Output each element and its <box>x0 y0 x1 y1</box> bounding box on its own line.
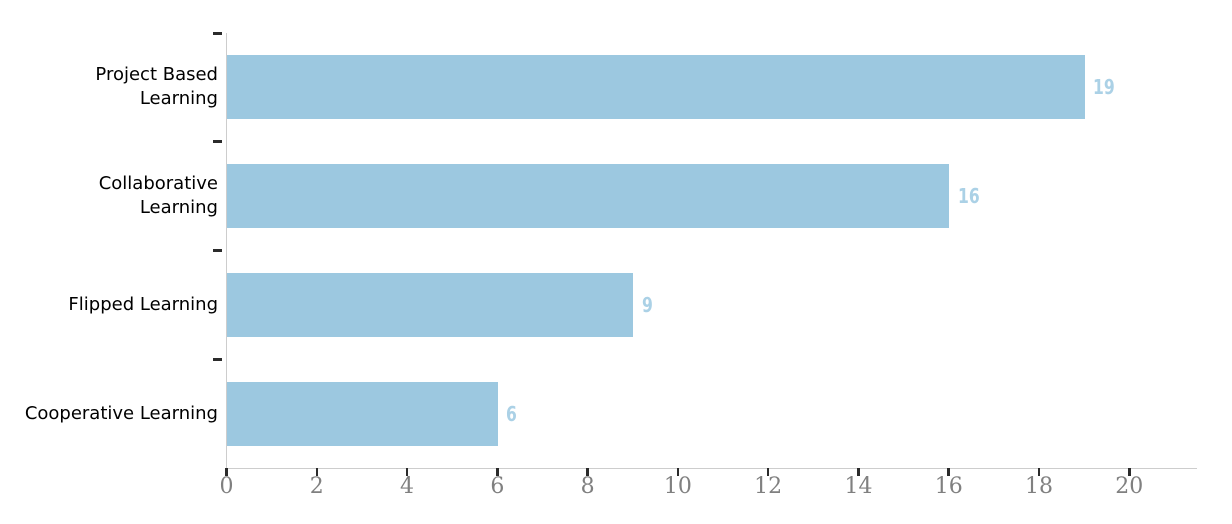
x-axis-tick <box>947 468 950 476</box>
bar-value-label: 6 <box>506 401 518 426</box>
x-tick-label: 20 <box>1115 474 1144 499</box>
x-axis-line <box>225 467 1197 469</box>
x-tick-label: 12 <box>754 474 783 499</box>
bar-value-label: 19 <box>1093 75 1115 100</box>
x-tick-label: 14 <box>844 474 873 499</box>
y-axis-line <box>225 33 227 468</box>
category-label: Collaborative Learning <box>98 173 218 219</box>
x-tick-label: 2 <box>309 474 324 499</box>
x-tick-label: 4 <box>400 474 415 499</box>
x-axis-tick <box>405 468 409 476</box>
y-axis-tick <box>213 140 222 144</box>
category-label: Cooperative Learning <box>24 402 218 424</box>
x-axis-tick <box>1037 468 1041 476</box>
x-axis-tick <box>857 468 860 476</box>
x-axis-tick <box>586 468 589 476</box>
bar <box>227 272 634 337</box>
x-axis-tick <box>676 468 680 476</box>
x-tick-label: 16 <box>934 474 963 499</box>
x-tick-label: 10 <box>663 474 692 499</box>
x-axis-tick <box>225 468 228 476</box>
y-axis-tick <box>213 249 222 252</box>
bar-value-label: 16 <box>957 184 980 209</box>
bar <box>227 381 498 446</box>
x-axis-tick <box>766 468 770 476</box>
x-tick-label: 0 <box>219 474 234 499</box>
x-tick-label: 18 <box>1025 474 1053 499</box>
bar <box>227 55 1085 120</box>
category-label: Flipped Learning <box>68 293 218 315</box>
x-axis-tick <box>315 468 319 476</box>
bar-value-label: 9 <box>641 292 653 317</box>
category-label: Project Based Learning <box>95 64 218 110</box>
bar <box>227 164 950 229</box>
y-axis-tick <box>213 31 222 35</box>
x-tick-label: 6 <box>490 474 505 499</box>
x-tick-label: 8 <box>580 474 595 499</box>
x-axis-tick <box>1128 468 1131 476</box>
x-axis-tick <box>496 468 499 476</box>
y-axis-tick <box>213 357 222 361</box>
